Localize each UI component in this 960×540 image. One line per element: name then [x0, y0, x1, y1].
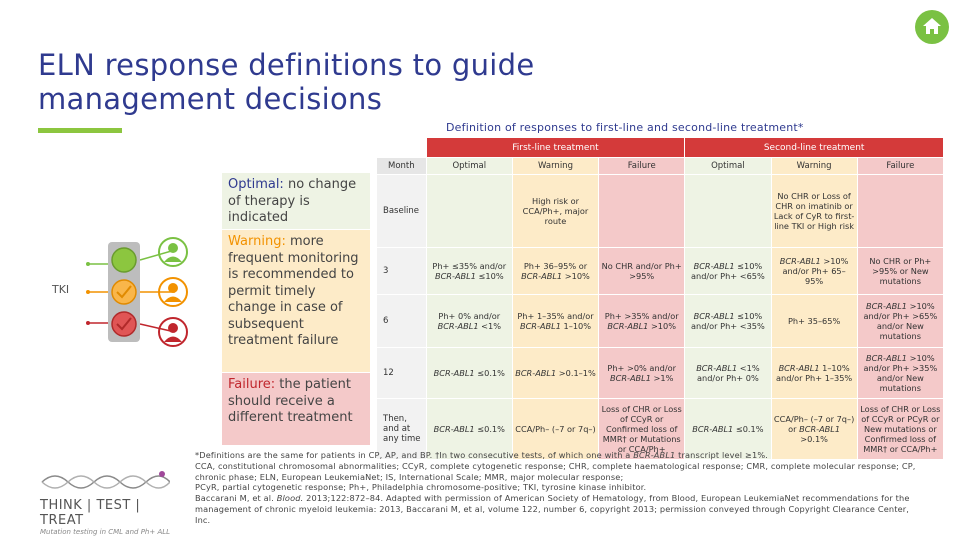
table-group-row: First-line treatment Second-line treatme…: [377, 138, 943, 157]
table-row: 3 Ph+ ≤35% and/or BCR-ABL1 ≤10% Ph+ 36–95…: [377, 248, 943, 294]
table-row: Then, and at any time BCR-ABL1 ≤0.1% CCA…: [377, 399, 943, 459]
person-icon: [158, 317, 188, 347]
header-failure: Failure: [599, 158, 685, 174]
response-table: First-line treatment Second-line treatme…: [376, 137, 944, 460]
dna-logo-icon: [41, 471, 171, 489]
home-button[interactable]: [915, 10, 949, 44]
table-row: Baseline High risk or CCA/Ph+, major rou…: [377, 175, 943, 247]
header-warning: Warning: [512, 158, 599, 174]
think-test-treat-logo: THINK | TEST | TREAT Mutation testing in…: [40, 470, 180, 536]
traffic-light-icon: [86, 242, 176, 342]
tki-label: TKI: [52, 283, 70, 296]
header-failure-2: Failure: [857, 158, 943, 174]
header-optimal-2: Optimal: [685, 158, 771, 174]
home-icon: [923, 18, 941, 34]
header-optimal: Optimal: [426, 158, 512, 174]
failure-panel: Failure: the patient should receive a di…: [222, 373, 370, 445]
footnotes: *Definitions are the same for patients i…: [195, 450, 916, 525]
table-row: 12 BCR-ABL1 ≤0.1% BCR-ABL1 >0.1–1% Ph+ >…: [377, 348, 943, 398]
header-month: Month: [377, 158, 426, 174]
table-row: 6 Ph+ 0% and/or BCR-ABL1 <1% Ph+ 1–35% a…: [377, 295, 943, 347]
page-title: ELN response definitions to guide manage…: [38, 48, 535, 116]
table-subtitle: Definition of responses to first-line an…: [446, 121, 804, 134]
group-first-line: First-line treatment: [426, 138, 685, 157]
header-warning-2: Warning: [771, 158, 857, 174]
table-header-row: Month Optimal Warning Failure Optimal Wa…: [377, 158, 943, 174]
optimal-panel: Optimal: no change of therapy is indicat…: [222, 173, 370, 229]
person-icon: [158, 237, 188, 267]
group-second-line: Second-line treatment: [685, 138, 943, 157]
title-accent-bar: [38, 128, 122, 133]
warning-panel: Warning: more frequent monitoring is rec…: [222, 230, 370, 372]
person-icon: [158, 277, 188, 307]
